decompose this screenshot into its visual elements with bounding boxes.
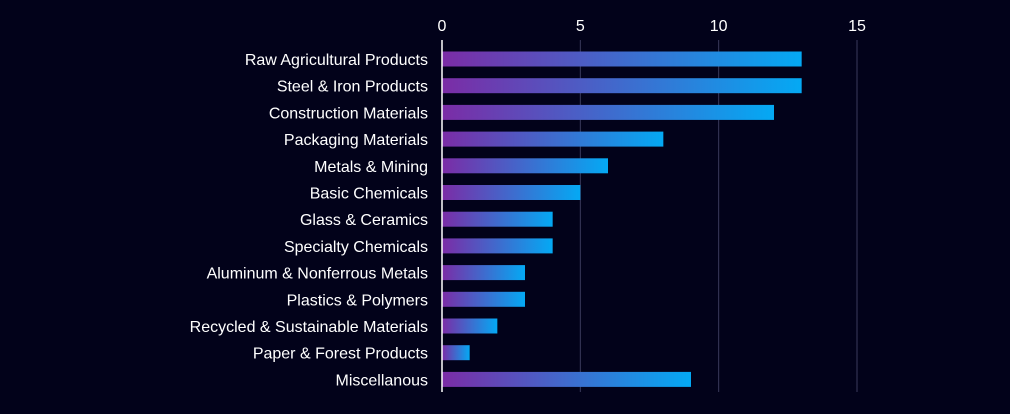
- category-label: Specialty Chemicals: [284, 239, 428, 256]
- category-label: Miscellanous: [336, 372, 428, 389]
- category-label: Plastics & Polymers: [287, 292, 428, 309]
- bar: [442, 51, 802, 67]
- category-label: Paper & Forest Products: [253, 346, 428, 363]
- category-labels: Raw Agricultural Products Steel & Iron Pr…: [190, 52, 428, 389]
- bar: [442, 78, 802, 94]
- bar: [442, 345, 470, 361]
- category-label: Recycled & Sustainable Materials: [190, 319, 428, 336]
- category-label: Construction Materials: [269, 105, 428, 122]
- bars: [442, 51, 802, 387]
- category-label: Raw Agricultural Products: [245, 52, 428, 69]
- bar: [442, 238, 553, 254]
- gridlines: [579, 40, 858, 392]
- x-axis-ticks: 0 5 10 15: [438, 18, 866, 35]
- x-tick-label: 5: [576, 18, 585, 35]
- category-label: Glass & Ceramics: [300, 212, 428, 229]
- bar: [442, 371, 691, 387]
- category-label: Basic Chemicals: [310, 186, 428, 203]
- bar: [442, 185, 581, 200]
- bar: [442, 131, 664, 147]
- bar: [442, 291, 525, 307]
- category-label: Metals & Mining: [314, 159, 428, 176]
- category-label: Packaging Materials: [284, 132, 428, 149]
- bar: [442, 318, 498, 334]
- category-label: Aluminum & Nonferrous Metals: [207, 266, 428, 283]
- x-tick-label: 10: [710, 18, 728, 35]
- bar: [442, 104, 774, 120]
- category-label: Steel & Iron Products: [277, 79, 428, 96]
- bar: [442, 265, 525, 281]
- x-tick-label: 15: [848, 18, 866, 35]
- bar: [442, 158, 608, 174]
- bar: [442, 211, 553, 227]
- x-tick-label: 0: [438, 18, 447, 35]
